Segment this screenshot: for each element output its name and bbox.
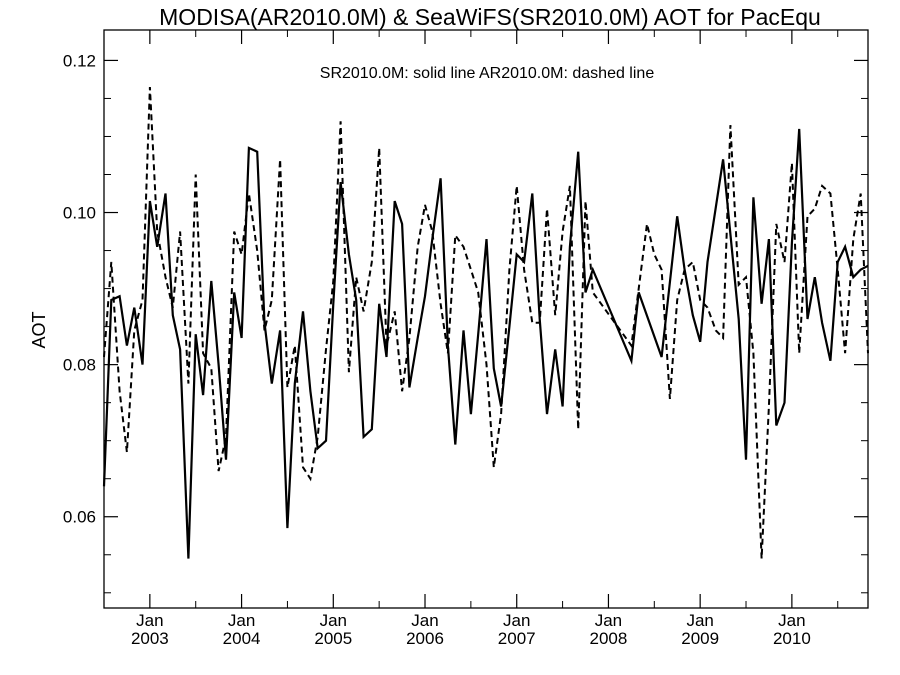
y-tick-label: 0.06 [63, 508, 96, 527]
x-tick-label-year: 2007 [498, 629, 536, 648]
x-tick-label-month: Jan [320, 611, 347, 630]
legend-text: SR2010.0M: solid line AR2010.0M: dashed … [320, 65, 655, 82]
chart-title: MODISA(AR2010.0M) & SeaWiFS(SR2010.0M) A… [159, 4, 821, 30]
x-tick-label-year: 2008 [590, 629, 628, 648]
plot-frame [103, 29, 869, 609]
x-tick-label-month: Jan [411, 611, 438, 630]
x-tick-label-month: Jan [595, 611, 622, 630]
x-tick-label-month: Jan [686, 611, 713, 630]
y-axis: 0.06 0.08 0.10 0.12 [63, 51, 868, 594]
x-tick-label-year: 2004 [223, 629, 261, 648]
x-tick-label-month: Jan [778, 611, 805, 630]
x-tick-label-year: 2005 [314, 629, 352, 648]
y-axis-label: AOT [29, 311, 49, 348]
x-tick-label-month: Jan [228, 611, 255, 630]
y-tick-label: 0.10 [63, 204, 96, 223]
x-tick-label-year: 2006 [406, 629, 444, 648]
x-tick-label-year: 2003 [131, 629, 169, 648]
x-axis: Jan2003Jan2004Jan2005Jan2006Jan2007Jan20… [103, 30, 839, 648]
x-tick-label-month: Jan [503, 611, 530, 630]
x-tick-label-year: 2009 [681, 629, 719, 648]
x-tick-label-month: Jan [136, 611, 163, 630]
series-line-sr2010-0m [102, 128, 869, 559]
y-tick-label: 0.12 [63, 51, 96, 70]
series-layer [102, 86, 869, 559]
series-line-ar2010-0m [103, 86, 869, 559]
y-tick-label: 0.08 [63, 356, 96, 375]
x-tick-label-year: 2010 [773, 629, 811, 648]
